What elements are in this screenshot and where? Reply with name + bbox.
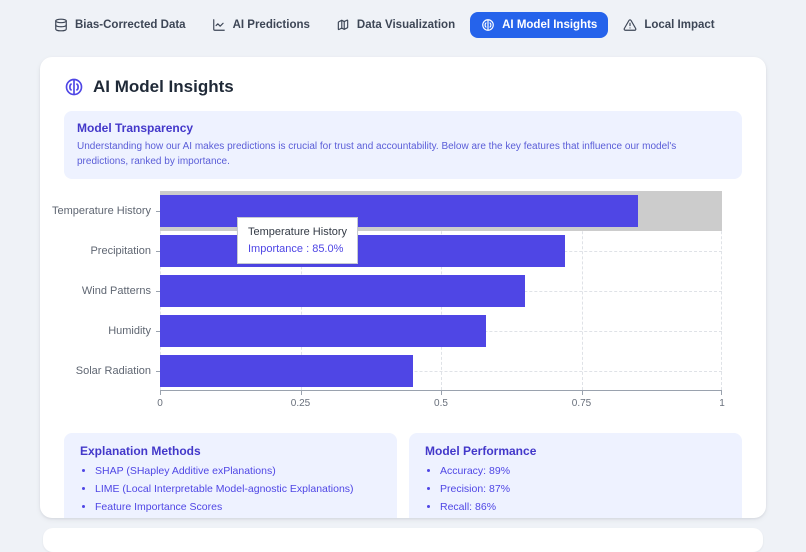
ai-model-insights-card: AI Model Insights Model Transparency Und…	[40, 57, 766, 518]
panel-heading: Model Performance	[425, 444, 537, 458]
x-tick-mark	[300, 391, 302, 395]
x-tick-label: 1	[719, 398, 725, 409]
y-tick-mark	[156, 251, 160, 252]
next-card-edge	[43, 528, 763, 552]
tooltip-value: Importance : 85.0%	[248, 243, 344, 255]
panel-explanation-methods: Explanation Methods SHAP (SHapley Additiv…	[64, 433, 397, 518]
model-transparency-note: Model Transparency Understanding how our…	[64, 111, 742, 179]
x-tick-mark	[581, 391, 583, 395]
y-tick-mark	[156, 371, 160, 372]
category-label-wind-patterns: Wind Patterns	[81, 285, 151, 297]
line-chart-icon	[212, 18, 226, 32]
top-nav: Bias-Corrected Data AI Predictions Data Vi…	[43, 12, 726, 38]
bar-temperature-history[interactable]	[160, 195, 638, 227]
tab-data-visualization[interactable]: Data Visualization	[325, 12, 466, 38]
card-header: AI Model Insights	[64, 77, 742, 97]
tab-label: Bias-Corrected Data	[75, 19, 186, 31]
list-item: SHAP (SHapley Additive exPlanations)	[95, 464, 381, 479]
feature-importance-chart: Temperature History Precipitation Wind Pat…	[52, 191, 742, 419]
page-title: AI Model Insights	[93, 77, 234, 96]
tab-ai-model-insights[interactable]: AI Model Insights	[470, 12, 609, 38]
tab-label: Data Visualization	[356, 19, 456, 31]
x-tick-label: 0.25	[290, 398, 311, 409]
category-label-solar-radiation: Solar Radiation	[75, 365, 151, 377]
tooltip-label: Temperature History	[248, 226, 348, 238]
bar-precipitation[interactable]	[160, 235, 565, 267]
model-transparency-heading: Model Transparency	[77, 121, 194, 135]
alert-triangle-icon	[623, 18, 637, 32]
tab-label: AI Model Insights	[502, 19, 598, 31]
bar-wind-patterns[interactable]	[160, 275, 526, 307]
list-item: Accuracy: 89%	[440, 464, 726, 479]
gridline-horizontal	[160, 371, 722, 372]
info-panels: Explanation Methods SHAP (SHapley Additiv…	[64, 433, 742, 518]
category-label-precipitation: Precipitation	[90, 245, 151, 257]
panel-model-performance: Model Performance Accuracy: 89% Precision:…	[409, 433, 742, 518]
brain-icon	[481, 18, 495, 32]
panel-heading: Explanation Methods	[80, 444, 201, 458]
chart-tooltip: Temperature History Importance : 85.0%	[237, 217, 359, 264]
tab-label: AI Predictions	[232, 19, 310, 31]
database-icon	[54, 18, 68, 32]
tab-bias-corrected-data[interactable]: Bias-Corrected Data	[43, 12, 197, 38]
bar-humidity[interactable]	[160, 315, 486, 347]
panel-list: Accuracy: 89% Precision: 87% Recall: 86%	[425, 464, 726, 516]
list-item: Precision: 87%	[440, 482, 726, 497]
model-transparency-body: Understanding how our AI makes predictio…	[77, 141, 677, 167]
map-icon	[336, 18, 350, 32]
chart-y-axis-labels: Temperature History Precipitation Wind Pat…	[52, 191, 160, 419]
y-tick-mark	[156, 211, 160, 212]
x-tick-label: 0.5	[434, 398, 448, 409]
category-label-humidity: Humidity	[108, 325, 151, 337]
tab-label: Local Impact	[644, 19, 715, 31]
category-label-temperature-history: Temperature History	[51, 205, 151, 217]
x-tick-label: 0.75	[571, 398, 592, 409]
gridline-vertical	[721, 191, 722, 390]
chart-x-axis: 0 0.25 0.5 0.75 1	[157, 391, 725, 417]
panel-list: SHAP (SHapley Additive exPlanations) LIME…	[80, 464, 381, 516]
tab-ai-predictions[interactable]: AI Predictions	[201, 12, 321, 38]
tab-local-impact[interactable]: Local Impact	[612, 12, 725, 38]
list-item: Recall: 86%	[440, 500, 726, 515]
bar-solar-radiation[interactable]	[160, 355, 413, 387]
chart-plot-area	[160, 191, 722, 391]
brain-icon	[64, 77, 84, 97]
y-tick-mark	[156, 291, 160, 292]
list-item: Feature Importance Scores	[95, 500, 381, 515]
x-tick-label: 0	[157, 398, 163, 409]
y-tick-mark	[156, 331, 160, 332]
x-tick-mark	[441, 391, 442, 395]
x-tick-mark	[160, 391, 161, 395]
list-item: LIME (Local Interpretable Model-agnostic…	[95, 482, 381, 497]
gridline-vertical	[581, 191, 583, 390]
x-tick-mark	[721, 391, 722, 395]
chart-plot-wrap: 0 0.25 0.5 0.75 1 Temperature History Import…	[157, 191, 725, 419]
